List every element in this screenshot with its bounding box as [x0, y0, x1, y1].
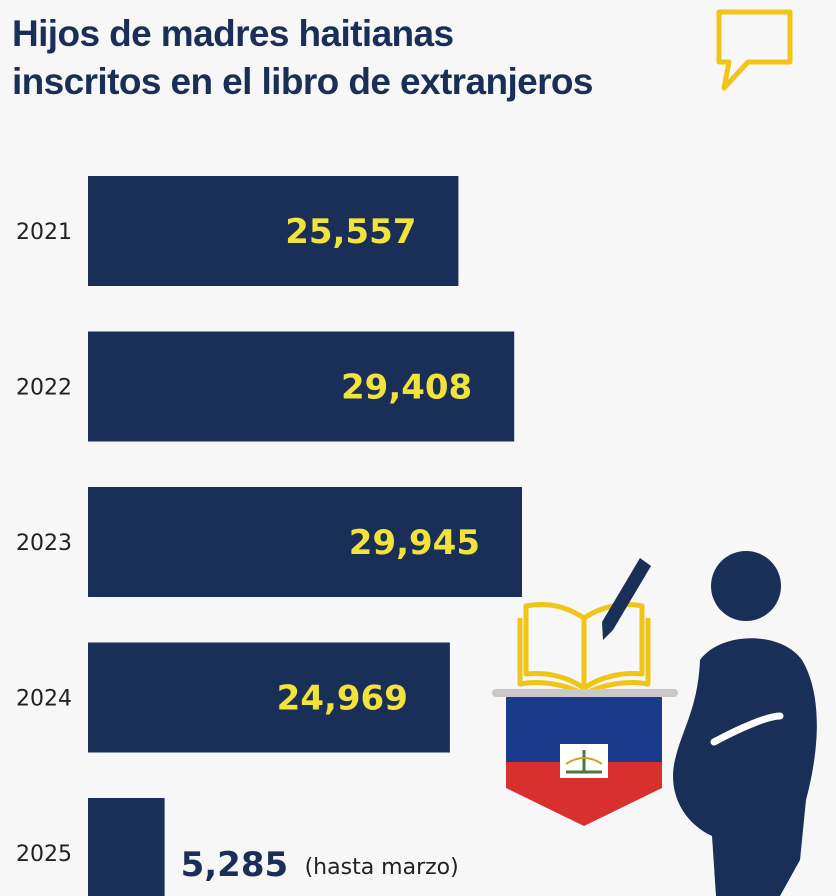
- book-icon: [517, 602, 651, 697]
- data-label-2022: 29,408: [341, 368, 472, 408]
- title-line-1: Hijos de madres haitianas: [12, 13, 454, 54]
- bar-2024: [88, 642, 450, 753]
- bar-2025: [88, 798, 165, 896]
- annotation-2025: (hasta marzo): [305, 855, 459, 880]
- bar-2023: [88, 487, 522, 597]
- data-label-2021: 25,557: [285, 212, 416, 252]
- bar-2022: [88, 331, 515, 442]
- data-label-2024: 24,969: [277, 679, 408, 719]
- pen-icon: [602, 558, 651, 640]
- bars-layer: 2021 25,557 2022 29,408 2023 29,945 2024 24,969…: [16, 176, 522, 896]
- pregnant-woman-icon: [673, 551, 817, 896]
- y-tick-label-2023: 2023: [16, 531, 72, 556]
- y-tick-label-2025: 2025: [16, 842, 72, 867]
- title-line-2: inscritos en el libro de extranjeros: [12, 61, 593, 102]
- y-tick-label-2024: 2024: [16, 687, 72, 712]
- y-tick-label-2021: 2021: [16, 220, 72, 245]
- y-tick-label-2022: 2022: [16, 376, 72, 401]
- data-label-2025: 5,285: [181, 845, 289, 885]
- data-label-2023: 29,945: [349, 523, 480, 563]
- bar-2021: [88, 176, 459, 286]
- speech-bubble-icon: [716, 9, 793, 91]
- chart-title: Hijos de madres haitianas inscritos en e…: [12, 10, 593, 106]
- haiti-flag-banner-icon: [492, 689, 678, 826]
